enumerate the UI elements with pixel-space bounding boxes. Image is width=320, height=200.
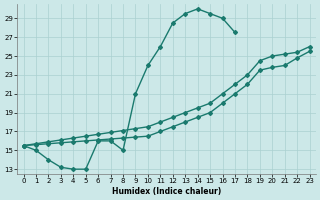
X-axis label: Humidex (Indice chaleur): Humidex (Indice chaleur)	[112, 187, 221, 196]
